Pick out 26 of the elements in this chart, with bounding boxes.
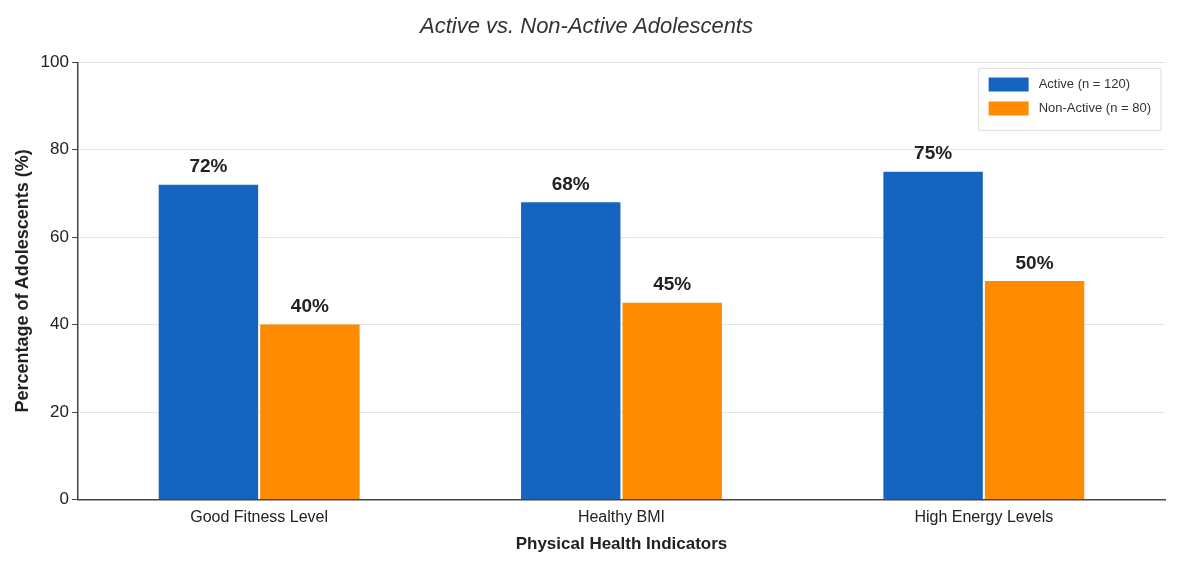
bar xyxy=(883,171,983,499)
legend-label: Non-Active (n = 80) xyxy=(1038,99,1152,115)
data-label: 68% xyxy=(551,172,590,194)
x-tick-label: Healthy BMI xyxy=(577,508,666,526)
bar xyxy=(984,280,1085,499)
y-tick-label: 100 xyxy=(40,52,69,72)
data-label: 50% xyxy=(1015,251,1054,273)
data-label: 72% xyxy=(189,155,228,177)
y-tick-label: 60 xyxy=(50,226,69,246)
chart-title: Active vs. Non-Active Adolescents xyxy=(418,13,753,39)
bar xyxy=(260,324,360,499)
legend-label: Active (n = 120) xyxy=(1038,75,1131,91)
y-axis-title: Percentage of Adolescents (%) xyxy=(11,149,32,413)
y-tick-label: 0 xyxy=(59,489,69,509)
bar xyxy=(521,202,621,499)
bar xyxy=(622,302,722,499)
y-tick-label: 20 xyxy=(50,401,69,421)
data-label: 45% xyxy=(653,273,692,295)
data-label: 40% xyxy=(290,295,329,317)
data-label: 75% xyxy=(914,142,953,164)
x-axis-title: Physical Health Indicators xyxy=(515,534,728,554)
x-tick-label: High Energy Levels xyxy=(914,508,1054,526)
y-tick-label: 80 xyxy=(50,139,69,159)
bar xyxy=(158,184,259,499)
x-tick-label: Good Fitness Level xyxy=(190,508,329,526)
y-tick-label: 40 xyxy=(50,314,69,334)
